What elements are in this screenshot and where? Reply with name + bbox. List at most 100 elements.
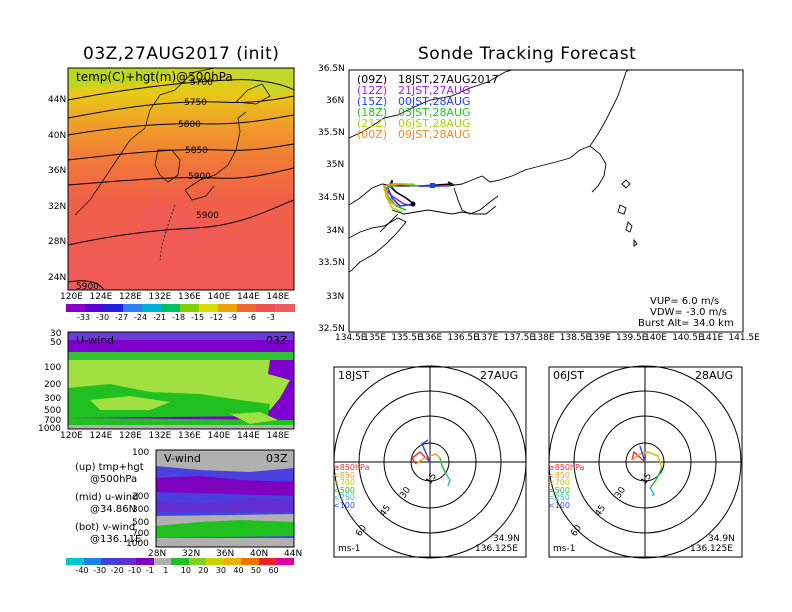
launch-utc: (15Z) [357,95,388,108]
contour-label: 5900 [76,282,99,292]
colorbar-swatch [123,304,143,312]
hodo-right-lat: 34.9N [708,534,735,544]
launch-jst: 18JST,27AUG2017 [398,73,499,86]
colorbar-label: -18 [172,313,186,322]
lon-tick-label: 140E [644,333,667,343]
lon-tick-label: 140.5E [672,333,704,343]
right-title: Sonde Tracking Forecast [418,44,637,64]
lon-tick-label: 140E [207,431,231,441]
contour-label: 5850 [185,146,208,156]
lon-tick-label: 141.5E [728,333,760,343]
pressure-tick-label: 700 [132,529,150,539]
colorbar-label: -1 [145,566,154,575]
hodo-level-label: <500 [333,485,355,495]
colorbar-swatch [258,558,277,565]
lat-tick-label: 36N [326,96,345,106]
lon-tick-label: 138.5E [559,333,592,343]
colorbar-swatch [256,304,276,312]
lon-tick-label: 134.5E [335,333,367,343]
lon-tick-label: 136.5E [447,333,479,343]
colorbar-swatch [223,558,242,565]
lon-tick-label: 120E [60,431,83,441]
colorbar-label: -27 [115,313,129,322]
lat-tick-label: 36N [48,166,67,176]
hodo-level-label: <100 [548,500,570,510]
lat-tick-label: 34.5N [318,193,345,203]
pressure-tick-label: 1000 [38,424,61,434]
colorbar-swatch [101,558,120,565]
launch-jst: 09JST,28AUG [398,128,471,141]
colorbar-swatch [85,304,105,312]
lat-tick-label: 28N [48,237,67,247]
note-up-1: (up) tmp+hgt [75,462,144,473]
colorbar-label: -20 [110,566,124,575]
lat-tick-label: 33N [326,292,345,302]
lat-tick-label: 44N [48,95,67,105]
pressure-tick-label: 500 [44,406,62,416]
contour-label: 5750 [184,98,207,108]
colorbar-label: -15 [191,313,205,322]
lat-tick-label: 35N [326,160,345,170]
uwind-label: U-wind [76,334,115,347]
colorbar-swatch [206,558,225,565]
lon-tick-label: 128E [119,431,142,441]
pressure-tick-label: 700 [44,416,62,426]
colorbar-label: 20 [198,566,209,575]
hodo-level-label: <250 [548,493,570,502]
launch-jst: 03JST,28AUG [398,106,471,119]
contour-label: 5800 [178,120,201,130]
vwind-time: 03Z [266,452,288,465]
contour-label: 5700 [190,78,213,88]
colorbar-label: -9 [229,313,237,322]
colorbar-swatch [276,558,295,565]
hodo-level-label: <100 [333,500,355,510]
hodo-right-unit: ms-1 [553,544,576,554]
hodo-level-label: ≥850hPa [333,463,370,472]
hodo-left-unit: ms-1 [338,544,361,554]
lon-tick-label: 128E [119,292,142,302]
hodo-level-label: <700 [333,478,355,487]
lon-tick-label: 124E [89,431,113,441]
colorbar-label: 60 [268,566,279,575]
pressure-tick-label: 200 [132,492,150,502]
lat-tick-label: 33.5N [318,258,345,268]
hodo-left-lon: 136.125E [475,544,518,554]
note-mid-2: @34.86N [90,504,137,515]
pressure-tick-label: 300 [44,394,62,404]
launch-utc: (21Z) [357,117,388,130]
colorbar-label: -30 [93,566,107,575]
launch-utc: (12Z) [357,84,388,97]
lat-tick-label: 40N [250,549,269,559]
lon-tick-label: 132E [148,431,172,441]
colorbar-label: -6 [248,313,256,322]
lat-tick-label: 24N [48,272,67,283]
lat-tick-label: 36.5N [318,64,345,74]
lat-tick-label: 40N [48,130,67,141]
lon-tick-label: 148E [266,292,290,302]
pressure-tick-label: 200 [44,380,62,390]
lat-tick-label: 32.5N [318,324,345,334]
lon-tick-label: 144E [237,431,260,441]
colorbar-label: -40 [75,566,89,575]
pressure-tick-label: 1000 [126,539,149,549]
colorbar-label: -3 [267,313,275,322]
lon-tick-label: 124E [89,292,113,302]
colorbar-swatch [83,558,102,565]
hodo-level-label: ≥850hPa [548,463,585,472]
colorbar-swatch [118,558,137,565]
pressure-tick-label: 50 [50,338,62,348]
colorbar-swatch [104,304,124,312]
burst-text: Burst Alt= 34.0 km [638,318,734,329]
lon-tick-label: 139.5E [616,333,648,343]
vup-text: VUP= 6.0 m/s [650,296,720,307]
note-bot-2: @136.11E [90,534,142,545]
pressure-tick-label: 300 [132,505,150,515]
colorbar-swatch [171,558,190,565]
contour-label: 5900 [196,211,219,221]
colorbar-swatch [66,558,85,565]
pressure-tick-label: 100 [44,363,62,373]
